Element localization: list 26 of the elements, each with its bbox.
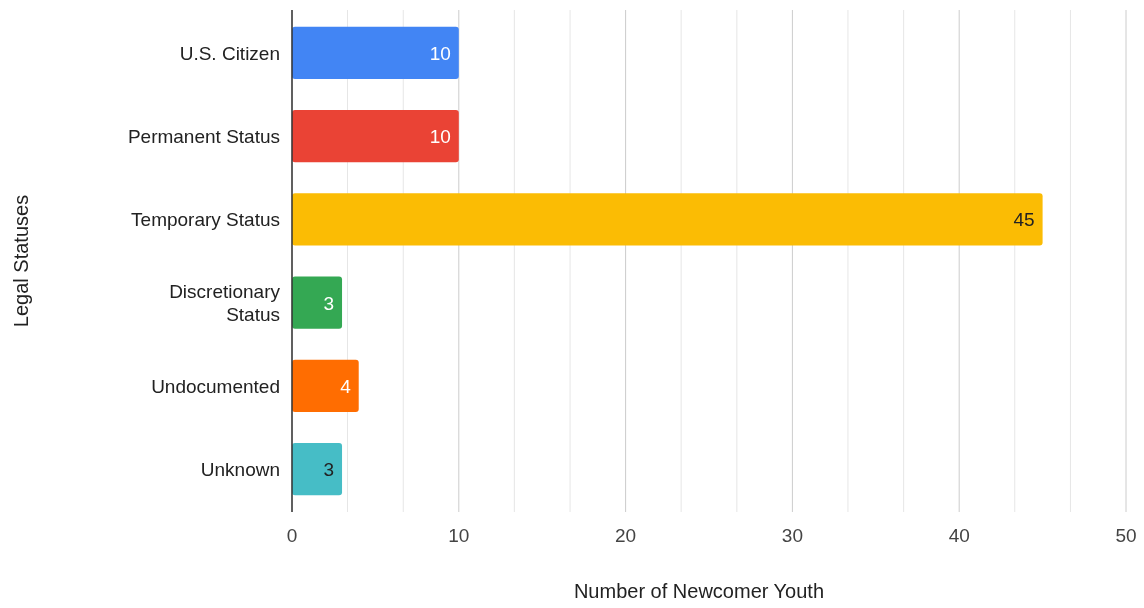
data-label: 3 xyxy=(323,459,335,481)
bar xyxy=(292,276,343,329)
y-tick-label: Discretionary Status xyxy=(169,281,281,326)
bar xyxy=(292,109,459,163)
x-tick-label: 0 xyxy=(286,525,298,546)
y-tick-label: Undocumented xyxy=(151,375,280,397)
bar xyxy=(292,193,1043,246)
y-axis-title: Legal Statuses xyxy=(10,194,32,328)
x-tick-label: 30 xyxy=(781,525,803,546)
bar xyxy=(292,442,343,496)
y-tick-label: Temporary Status xyxy=(131,209,280,231)
data-label: 3 xyxy=(323,292,335,314)
bar xyxy=(292,359,359,413)
data-label: 45 xyxy=(1013,209,1035,231)
data-label: 10 xyxy=(429,126,451,148)
bar xyxy=(292,26,459,80)
x-tick-label: 20 xyxy=(615,525,637,546)
x-tick-label: 40 xyxy=(948,525,970,546)
x-tick-label: 50 xyxy=(1115,525,1137,546)
y-tick-label: U.S. Citizen xyxy=(179,42,280,64)
y-tick-label: Permanent Status xyxy=(127,126,280,148)
data-label: 10 xyxy=(429,42,451,64)
data-label: 4 xyxy=(340,375,352,397)
y-tick-label: Unknown xyxy=(200,459,280,481)
x-axis-title: Number of Newcomer Youth xyxy=(573,580,825,602)
x-tick-label: 10 xyxy=(448,525,470,546)
